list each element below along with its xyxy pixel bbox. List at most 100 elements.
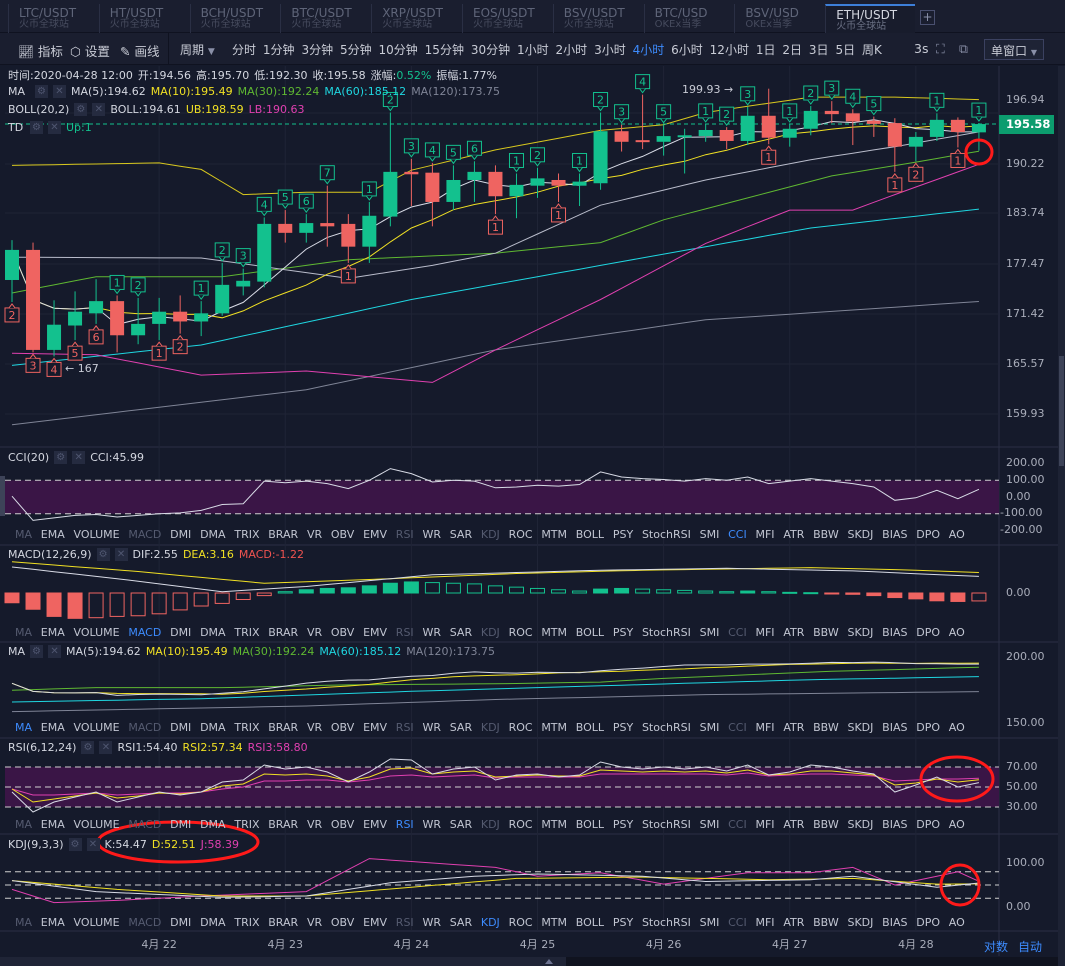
indicator-macd[interactable]: MACD	[128, 916, 162, 929]
indicator-trix[interactable]: TRIX	[234, 528, 260, 541]
indicator-volume[interactable]: VOLUME	[73, 721, 120, 734]
indicator-bbw[interactable]: BBW	[813, 916, 839, 929]
indicator-smi[interactable]: SMI	[699, 721, 720, 734]
indicator-volume[interactable]: VOLUME	[73, 916, 120, 929]
indicator-macd[interactable]: MACD	[128, 818, 162, 831]
settings-button[interactable]: ⬡ 设置	[70, 41, 110, 60]
indicator-obv[interactable]: OBV	[330, 916, 355, 929]
period-15[interactable]: 3日	[808, 43, 829, 57]
period-17[interactable]: 周K	[861, 43, 882, 57]
indicator-dmi[interactable]: DMI	[170, 528, 192, 541]
indicator-rsi[interactable]: RSI	[395, 721, 414, 734]
indicator-ma[interactable]: MA	[15, 626, 33, 639]
indicator-roc[interactable]: ROC	[508, 528, 533, 541]
indicator-dpo[interactable]: DPO	[916, 626, 940, 639]
indicator-kdj[interactable]: KDJ	[480, 626, 500, 639]
indicator-obv[interactable]: OBV	[330, 818, 355, 831]
indicator-sar[interactable]: SAR	[449, 818, 473, 831]
indicator-vr[interactable]: VR	[306, 916, 323, 929]
period-2[interactable]: 3分钟	[301, 43, 334, 57]
indicator-boll[interactable]: BOLL	[575, 721, 605, 734]
indicator-mtm[interactable]: MTM	[541, 528, 568, 541]
indicator-roc[interactable]: ROC	[508, 818, 533, 831]
indicator-dmi[interactable]: DMI	[170, 721, 192, 734]
indicator-ema[interactable]: EMA	[40, 818, 65, 831]
indicator-obv[interactable]: OBV	[330, 626, 355, 639]
indicator-dma[interactable]: DMA	[200, 818, 226, 831]
indicator-ema[interactable]: EMA	[40, 528, 65, 541]
indicator-emv[interactable]: EMV	[363, 721, 388, 734]
indicator-mtm[interactable]: MTM	[541, 721, 568, 734]
close-icon[interactable]: ✕	[86, 838, 100, 851]
indicator-brar[interactable]: BRAR	[268, 626, 299, 639]
indicator-trix[interactable]: TRIX	[234, 721, 260, 734]
gear-icon[interactable]: ⚙	[30, 645, 44, 658]
close-icon[interactable]: ✕	[99, 741, 113, 754]
horizontal-scrollbar[interactable]	[0, 957, 1058, 966]
indicator-ma[interactable]: MA	[15, 528, 33, 541]
indicator-bias[interactable]: BIAS	[882, 721, 908, 734]
indicator-atr[interactable]: ATR	[783, 721, 805, 734]
indicator-stochrsi[interactable]: StochRSI	[641, 721, 691, 734]
period-dropdown[interactable]: 周期 ▼	[180, 41, 215, 58]
scroll-thumb[interactable]	[1059, 356, 1064, 466]
period-13[interactable]: 1日	[755, 43, 776, 57]
indicator-ema[interactable]: EMA	[40, 916, 65, 929]
period-14[interactable]: 2日	[782, 43, 803, 57]
indicator-ao[interactable]: AO	[948, 721, 965, 734]
indicator-skdj[interactable]: SKDJ	[847, 916, 874, 929]
indicator-mtm[interactable]: MTM	[541, 818, 568, 831]
new-window-icon[interactable]: ⧉	[959, 41, 968, 56]
tab-bch-usdt[interactable]: BCH/USDT 火币全球站	[189, 4, 280, 33]
indicator-boll[interactable]: BOLL	[575, 528, 605, 541]
indicator-wr[interactable]: WR	[422, 721, 441, 734]
indicator-bbw[interactable]: BBW	[813, 528, 839, 541]
log-scale-toggle[interactable]: 对数	[984, 940, 1009, 954]
indicator-ao[interactable]: AO	[948, 818, 965, 831]
indicator-macd[interactable]: MACD	[128, 528, 162, 541]
indicator-ema[interactable]: EMA	[40, 626, 65, 639]
indicator-emv[interactable]: EMV	[363, 818, 388, 831]
indicator-dma[interactable]: DMA	[200, 528, 226, 541]
indicator-smi[interactable]: SMI	[699, 528, 720, 541]
indicator-dpo[interactable]: DPO	[916, 721, 940, 734]
gear-icon[interactable]: ⚙	[54, 451, 68, 464]
indicator-dmi[interactable]: DMI	[170, 626, 192, 639]
indicator-rsi[interactable]: RSI	[395, 916, 414, 929]
indicator-vr[interactable]: VR	[306, 626, 323, 639]
indicator-skdj[interactable]: SKDJ	[847, 721, 874, 734]
indicator-cci[interactable]: CCI	[728, 626, 747, 639]
tab-bsv-usd[interactable]: BSV/USD OKEx当季	[734, 4, 824, 33]
indicator-trix[interactable]: TRIX	[234, 626, 260, 639]
close-icon[interactable]: ✕	[114, 548, 128, 561]
indicator-emv[interactable]: EMV	[363, 528, 388, 541]
draw-button[interactable]: ✎ 画线	[120, 41, 159, 60]
indicator-volume[interactable]: VOLUME	[73, 626, 120, 639]
close-icon[interactable]: ✕	[48, 121, 61, 134]
indicator-ao[interactable]: AO	[948, 916, 965, 929]
indicator-atr[interactable]: ATR	[783, 818, 805, 831]
indicator-macd[interactable]: MACD	[128, 626, 162, 639]
indicator-volume[interactable]: VOLUME	[73, 818, 120, 831]
tab-ltc-usdt[interactable]: LTC/USDT 火币全球站	[8, 4, 98, 33]
indicators-button[interactable]: 📈︎ 指标	[18, 41, 63, 60]
period-11[interactable]: 6小时	[671, 43, 703, 57]
close-icon[interactable]: ✕	[92, 103, 106, 116]
indicator-psy[interactable]: PSY	[612, 528, 634, 541]
indicator-vr[interactable]: VR	[306, 528, 323, 541]
indicator-stochrsi[interactable]: StochRSI	[641, 818, 691, 831]
indicator-brar[interactable]: BRAR	[268, 528, 299, 541]
indicator-skdj[interactable]: SKDJ	[847, 626, 874, 639]
period-1[interactable]: 1分钟	[262, 43, 295, 57]
indicator-ma[interactable]: MA	[15, 916, 33, 929]
add-tab-button[interactable]: +	[920, 10, 935, 25]
tab-btc-usdt[interactable]: BTC/USDT 火币全球站	[280, 4, 370, 33]
indicator-sar[interactable]: SAR	[449, 528, 473, 541]
tab-btc-usd[interactable]: BTC/USD OKEx当季	[643, 4, 734, 33]
indicator-mfi[interactable]: MFI	[755, 626, 775, 639]
indicator-mtm[interactable]: MTM	[541, 626, 568, 639]
period-16[interactable]: 5日	[835, 43, 856, 57]
indicator-dpo[interactable]: DPO	[916, 528, 940, 541]
indicator-bias[interactable]: BIAS	[882, 916, 908, 929]
indicator-psy[interactable]: PSY	[612, 626, 634, 639]
